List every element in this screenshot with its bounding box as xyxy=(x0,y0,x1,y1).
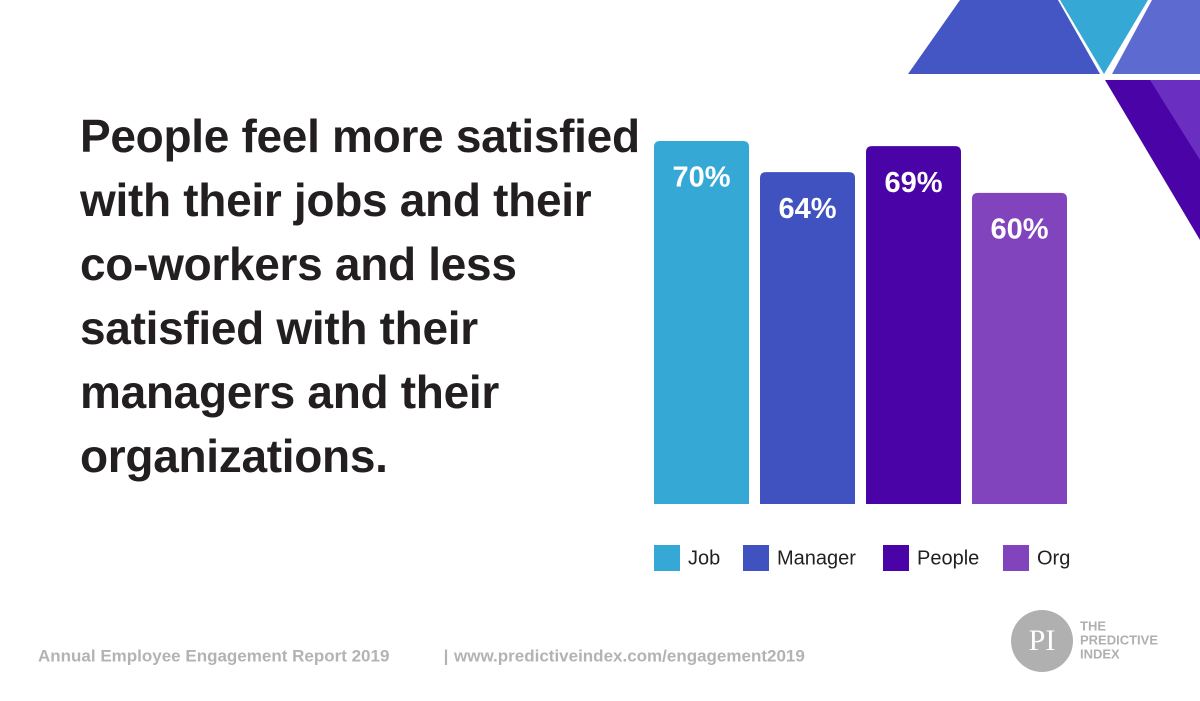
value-label: 70% xyxy=(672,162,730,194)
chart-title: People feel more satisfied with their jo… xyxy=(80,110,640,482)
logo-text: THE xyxy=(1080,618,1106,633)
logo-mark: PI xyxy=(1029,624,1056,657)
legend-label: Manager xyxy=(777,547,856,569)
legend-label: Org xyxy=(1037,547,1070,569)
triangle xyxy=(1150,80,1200,160)
value-label: 64% xyxy=(778,193,836,225)
footer-separator: | xyxy=(444,646,449,665)
triangle xyxy=(1060,0,1148,74)
footer-report: Annual Employee Engagement Report 2019 xyxy=(38,646,389,665)
bar xyxy=(654,140,749,505)
legend-swatch xyxy=(654,545,680,571)
decoration xyxy=(908,0,1200,240)
logo-text: INDEX xyxy=(1080,646,1120,661)
legend-swatch xyxy=(1003,545,1029,571)
legend-swatch xyxy=(883,545,909,571)
bar xyxy=(972,192,1067,504)
bar xyxy=(760,172,855,504)
triangle xyxy=(908,0,1100,74)
triangle xyxy=(1112,0,1200,74)
legend-swatch xyxy=(743,545,769,571)
footer-url: www.predictiveindex.com/engagement2019 xyxy=(453,646,805,665)
legend-label: People xyxy=(917,547,979,569)
logo-text: PREDICTIVE xyxy=(1080,632,1158,647)
legend-label: Job xyxy=(688,547,720,569)
value-label: 69% xyxy=(884,167,942,199)
logo-circle xyxy=(1011,610,1073,672)
value-label: 60% xyxy=(990,213,1048,245)
bar xyxy=(866,146,961,504)
